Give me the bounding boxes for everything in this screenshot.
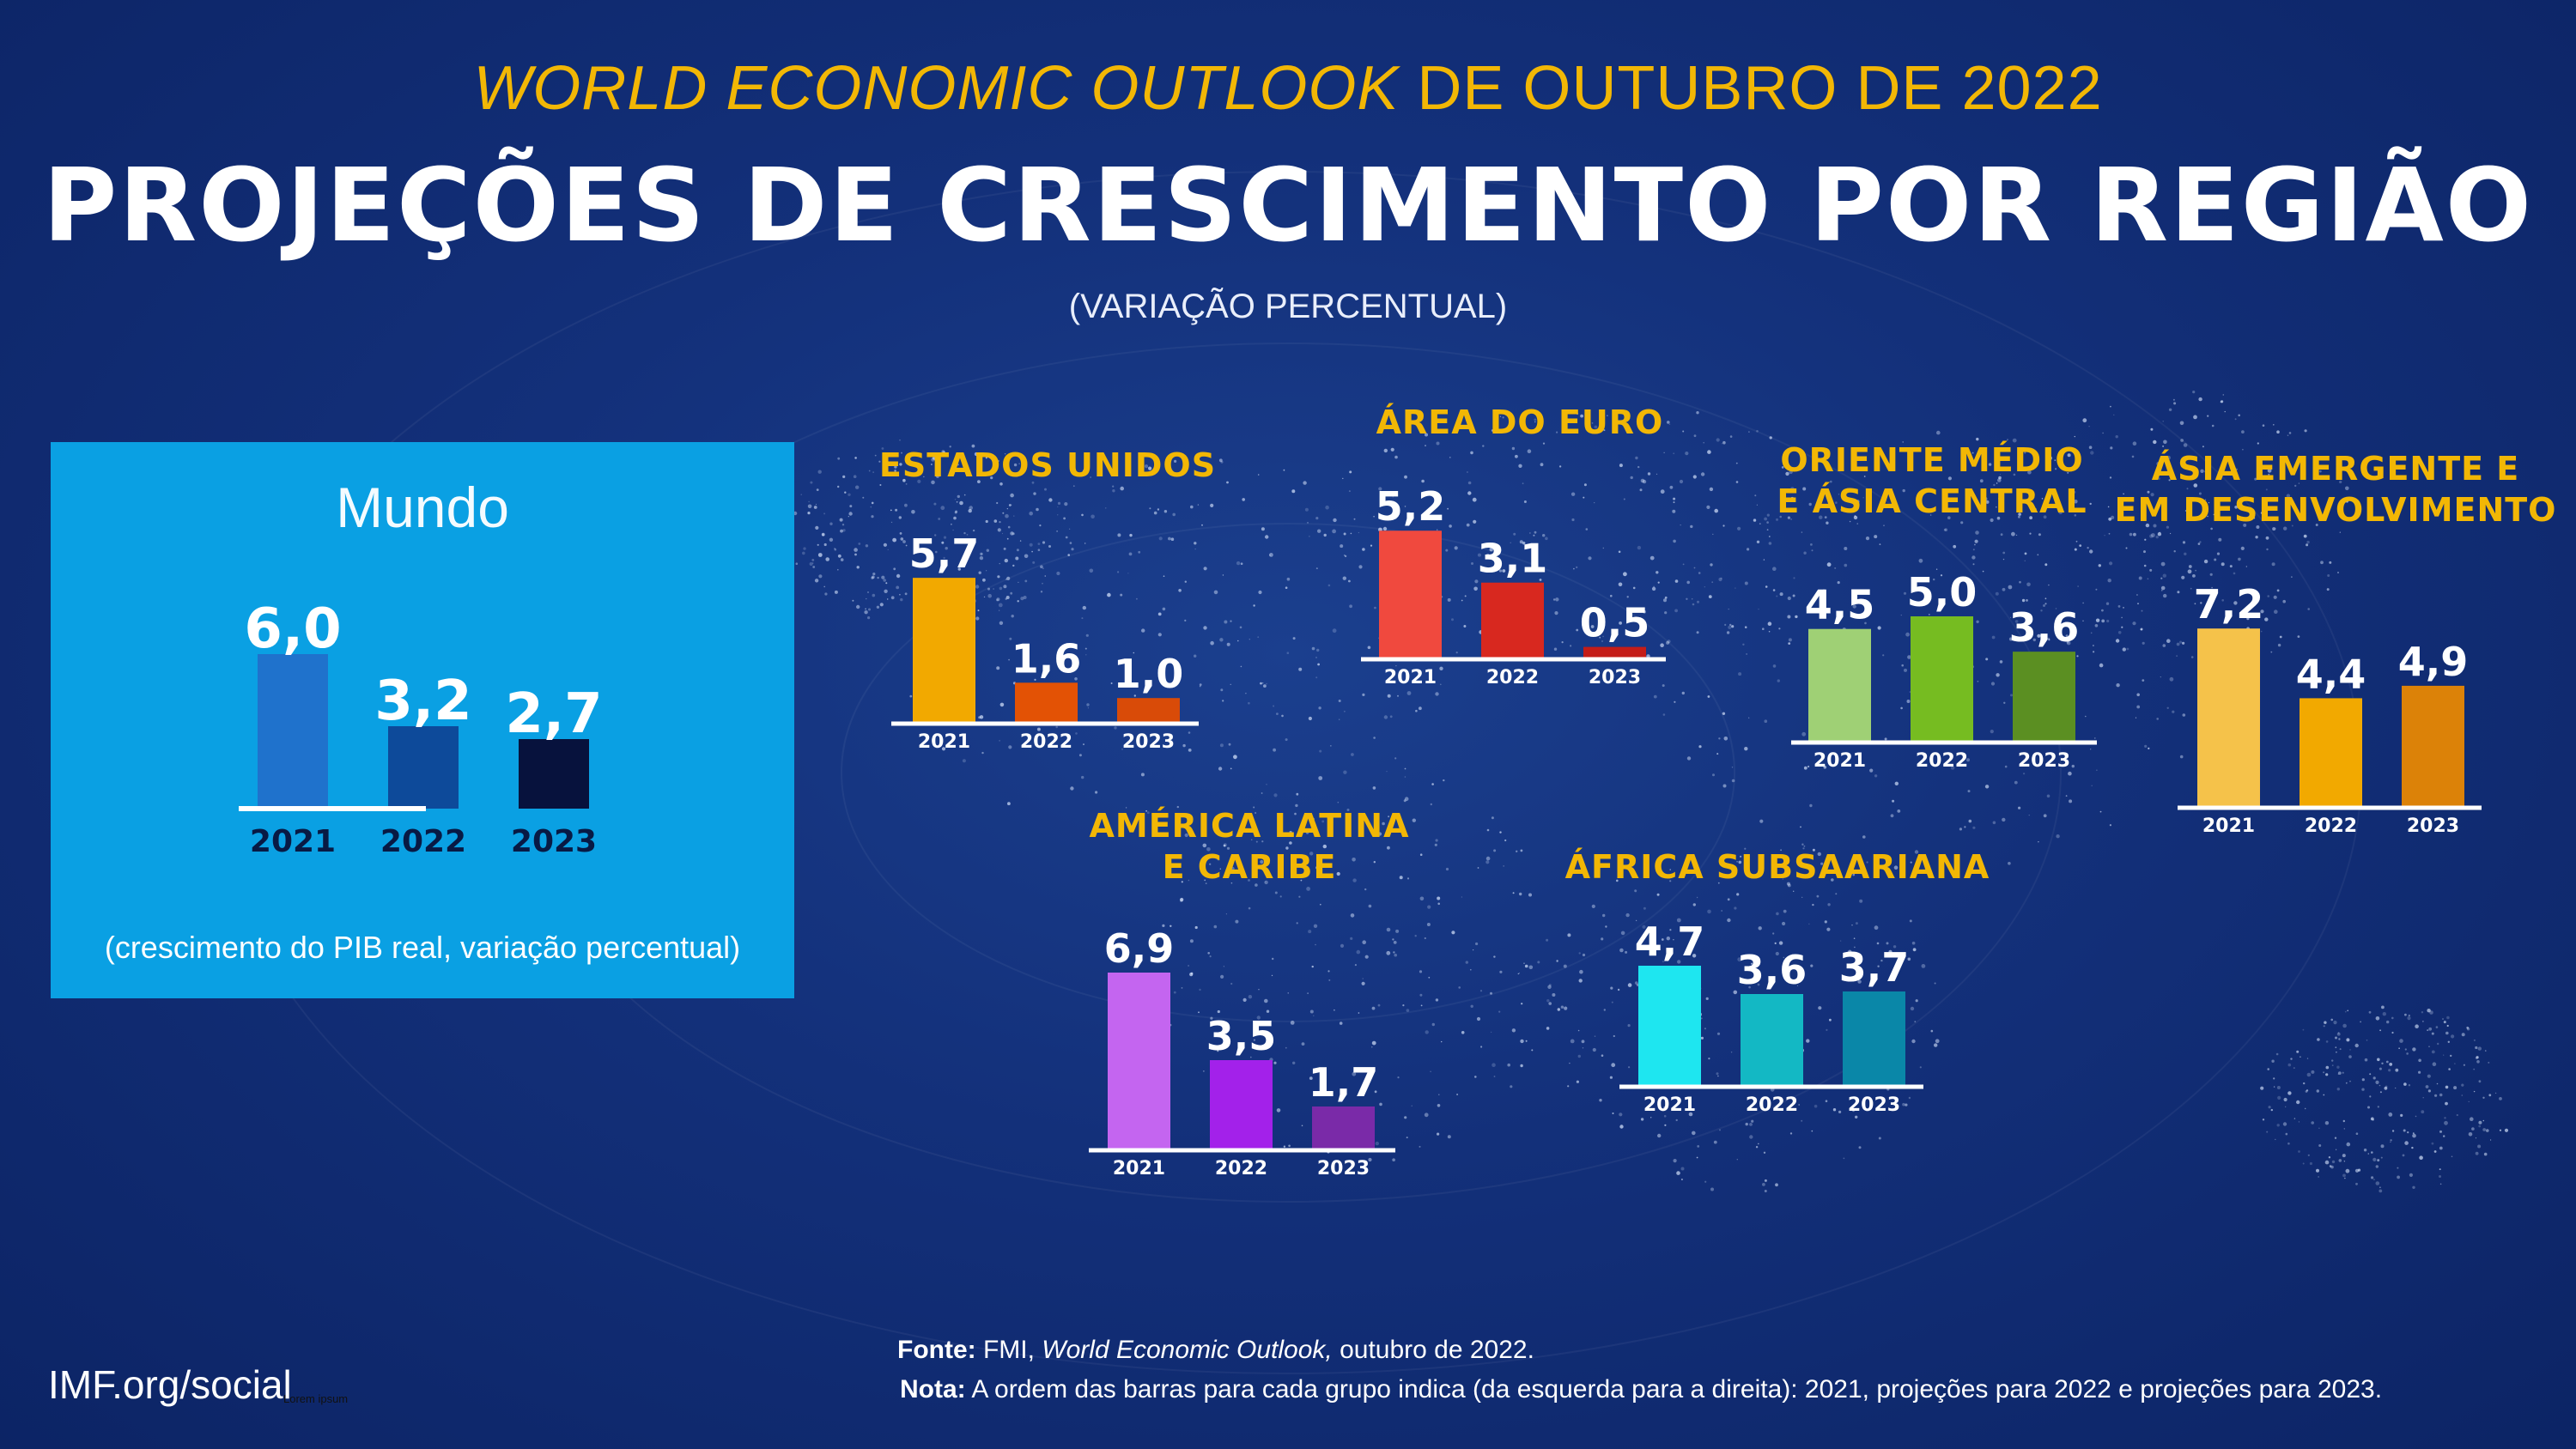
value-label-mundo-2023: 2,7	[505, 682, 602, 746]
bar-mundo-2022	[388, 726, 459, 809]
bar-asia-2023	[2402, 685, 2464, 808]
year-label-oriente-2023: 2023	[2018, 750, 2070, 772]
bar-euro-2022	[1481, 582, 1544, 659]
value-label-asia-2021: 7,2	[2194, 581, 2264, 627]
world-title: Mundo	[336, 476, 509, 539]
bar-oriente-2022	[1911, 616, 1973, 743]
value-label-oriente-2021: 4,5	[1805, 582, 1875, 628]
source-text-2: outubro de 2022.	[1332, 1336, 1534, 1364]
bar-latam-2022	[1210, 1060, 1273, 1150]
supertitle: WORLD ECONOMIC OUTLOOK DE OUTUBRO DE 202…	[0, 53, 2576, 124]
bar-mundo-2023	[519, 739, 589, 809]
title-africa-subsaariana: ÁFRICA SUBSAARIANA	[1564, 848, 1990, 886]
title-america-latina: AMÉRICA LATINA E CARIBE	[1089, 807, 1410, 886]
tiny-placeholder-text: Lorem ipsum	[283, 1392, 349, 1405]
year-label-latam-2023: 2023	[1317, 1158, 1370, 1179]
value-label-eua-2022: 1,6	[1012, 635, 1082, 682]
year-label-asia-2021: 2021	[2202, 815, 2255, 837]
bar-latam-2021	[1108, 973, 1170, 1150]
year-label-asia-2022: 2022	[2305, 815, 2357, 837]
bar-eua-2022	[1015, 682, 1078, 724]
value-label-euro-2021: 5,2	[1376, 483, 1446, 530]
year-label-euro-2022: 2022	[1486, 667, 1539, 688]
year-label-latam-2022: 2022	[1215, 1158, 1267, 1179]
year-label-africa-2022: 2022	[1746, 1094, 1798, 1116]
year-label-oriente-2022: 2022	[1916, 750, 1968, 772]
value-label-africa-2021: 4,7	[1635, 919, 1705, 965]
bar-africa-2022	[1741, 994, 1803, 1087]
bar-asia-2022	[2300, 698, 2362, 808]
value-label-oriente-2022: 5,0	[1907, 569, 1978, 615]
world-note: (crescimento do PIB real, variação perce…	[104, 930, 741, 965]
supertitle-rest: DE OUTUBRO DE 2022	[1399, 54, 2103, 123]
year-label-oriente-2021: 2021	[1814, 750, 1866, 772]
value-label-euro-2022: 3,1	[1478, 536, 1548, 582]
value-label-mundo-2021: 6,0	[244, 597, 341, 661]
bar-latam-2023	[1312, 1106, 1375, 1150]
bar-africa-2021	[1638, 966, 1701, 1087]
title-area-do-euro: ÁREA DO EURO	[1376, 403, 1664, 441]
bar-oriente-2023	[2013, 652, 2075, 743]
year-label-euro-2021: 2021	[1384, 667, 1437, 688]
year-label-latam-2021: 2021	[1113, 1158, 1165, 1179]
bar-oriente-2021	[1808, 628, 1871, 743]
value-label-oriente-2023: 3,6	[2009, 604, 2080, 651]
year-label-asia-2023: 2023	[2407, 815, 2459, 837]
year-label-eua-2023: 2023	[1122, 731, 1175, 753]
bar-euro-2021	[1379, 530, 1442, 659]
bar-asia-2021	[2197, 628, 2260, 808]
source-text-italic: World Economic Outlook,	[1042, 1336, 1333, 1364]
value-label-eua-2021: 5,7	[909, 530, 980, 577]
source-line: Fonte: FMI, World Economic Outlook, outu…	[897, 1336, 1534, 1365]
value-label-mundo-2022: 3,2	[374, 670, 471, 733]
value-label-africa-2022: 3,6	[1737, 947, 1807, 993]
value-label-latam-2021: 6,9	[1104, 925, 1175, 972]
year-label-eua-2022: 2022	[1020, 731, 1072, 753]
source-text-1: FMI,	[975, 1336, 1042, 1364]
page-title: PROJEÇÕES DE CRESCIMENTO POR REGIÃO	[42, 146, 2534, 264]
note-text: A ordem das barras para cada grupo indic…	[965, 1375, 2383, 1404]
bar-eua-2021	[913, 578, 975, 724]
value-label-latam-2022: 3,5	[1206, 1013, 1277, 1059]
title-estados-unidos: ESTADOS UNIDOS	[878, 446, 1217, 484]
title-asia-emergente: ÁSIA EMERGENTE E EM DESENVOLVIMENTO	[2114, 450, 2557, 529]
year-label-africa-2021: 2021	[1643, 1094, 1696, 1116]
year-label-africa-2023: 2023	[1848, 1094, 1900, 1116]
bar-mundo-2021	[258, 654, 328, 809]
site-link[interactable]: IMF.org/social	[48, 1362, 292, 1407]
world-panel: Mundo (crescimento do PIB real, variação…	[51, 442, 794, 998]
title-oriente-medio: ORIENTE MÉDIO E ÁSIA CENTRAL	[1777, 441, 2087, 520]
supertitle-italic: WORLD ECONOMIC OUTLOOK	[473, 54, 1400, 123]
note-label: Nota:	[900, 1375, 966, 1404]
value-label-africa-2023: 3,7	[1839, 944, 1910, 991]
bar-euro-2023	[1583, 646, 1646, 659]
source-label: Fonte:	[897, 1336, 976, 1364]
value-label-eua-2023: 1,0	[1114, 651, 1184, 697]
bar-eua-2023	[1117, 698, 1180, 724]
value-label-latam-2023: 1,7	[1309, 1059, 1379, 1106]
value-label-asia-2023: 4,9	[2398, 639, 2469, 685]
year-label-eua-2021: 2021	[918, 731, 970, 753]
year-label-mundo-2021: 2021	[250, 824, 336, 859]
year-label-mundo-2023: 2023	[511, 824, 597, 859]
bar-africa-2023	[1843, 991, 1905, 1087]
value-label-asia-2022: 4,4	[2296, 651, 2366, 697]
page-subtitle: (VARIAÇÃO PERCENTUAL)	[1068, 288, 1508, 325]
year-label-mundo-2022: 2022	[380, 824, 466, 859]
year-label-euro-2023: 2023	[1589, 667, 1641, 688]
value-label-euro-2023: 0,5	[1580, 600, 1650, 646]
map-dots	[781, 391, 2509, 1193]
note-line: Nota: A ordem das barras para cada grupo…	[900, 1375, 2382, 1404]
